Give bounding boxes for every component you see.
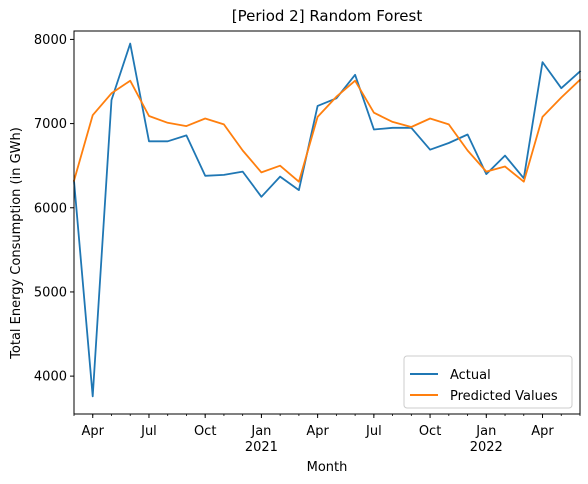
series-line-actual [73, 42, 582, 398]
x-tick-label: Apr [81, 424, 104, 439]
x-tick-year-label: 2021 [245, 440, 278, 455]
x-axis-title: Month [307, 460, 348, 475]
x-tick-label: Jan [250, 424, 271, 439]
legend-label-actual: Actual [450, 368, 491, 383]
legend: Actual Predicted Values [403, 355, 573, 409]
y-tick-label: 5000 [34, 285, 67, 300]
x-tick-label: Oct [419, 424, 441, 439]
x-tick-label: Jul [365, 424, 382, 439]
y-tick-label: 7000 [34, 117, 67, 132]
plot-frame [73, 30, 581, 415]
x-tick-label: Jul [140, 424, 157, 439]
plot-area [72, 30, 582, 415]
legend-box [403, 355, 573, 409]
chart-title: [Period 2] Random Forest [232, 7, 423, 25]
x-tick-label: Oct [194, 424, 216, 439]
y-tick-label: 8000 [34, 33, 67, 48]
x-tick-label: Apr [531, 424, 554, 439]
x-tick-label: Apr [306, 424, 329, 439]
y-tick-label: 4000 [34, 370, 67, 385]
y-axis-title: Total Energy Consumption (in GWh) [9, 127, 24, 360]
x-tick-year-label: 2022 [470, 440, 503, 455]
y-axis: 4000 5000 6000 7000 8000 [34, 33, 74, 385]
y-tick-label: 6000 [34, 201, 67, 216]
legend-label-predicted: Predicted Values [450, 389, 558, 404]
series-line-predicted-values [72, 78, 582, 183]
x-tick-label: Jan [475, 424, 496, 439]
